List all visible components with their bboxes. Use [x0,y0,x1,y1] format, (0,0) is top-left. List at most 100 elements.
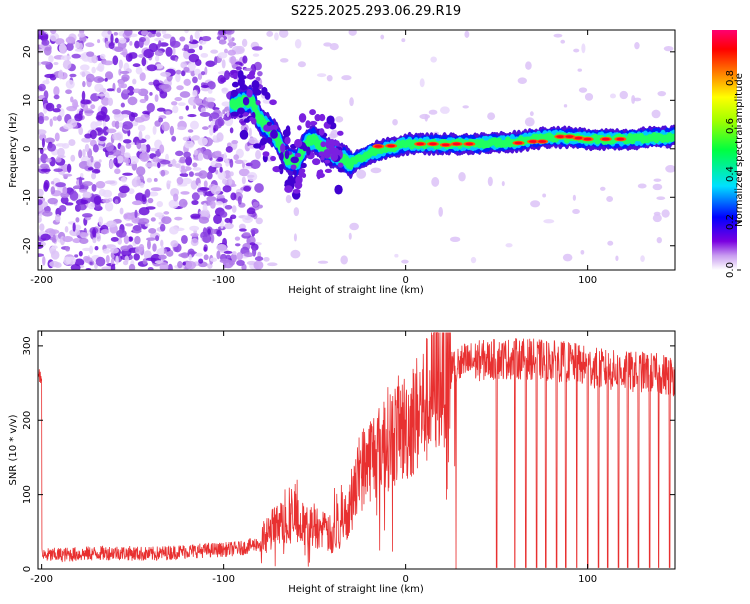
spectrogram-cell [267,262,278,267]
spectrogram-cell [191,192,200,201]
spectrogram-cell [329,42,339,51]
spectrogram-cell [349,222,359,231]
spectrogram-cell [38,188,44,197]
spectrogram-cell [217,157,224,162]
spectrogram-cell [394,253,399,258]
spectrogram-cell [247,174,255,178]
spectrogram-cell [235,66,242,71]
spectrogram-cell [82,191,92,199]
spectrogram-cell [115,255,119,265]
spectrogram-cell [114,168,121,175]
spectrogram-cell [143,250,152,260]
spectrogram-cell [87,202,96,210]
spectrogram-cell [42,210,53,217]
spectrogram-peak [428,142,437,146]
spectrogram-cell [238,168,250,177]
spectrogram-cell [113,32,118,36]
spectrogram-cell [106,88,115,92]
spectrogram-cell [101,97,110,106]
spectrogram-cell [169,226,179,235]
spectrogram-cell [52,108,61,113]
spectrogram-cell [114,37,119,44]
spectrogram-cell [190,232,199,237]
spectrogram-cell [38,157,41,165]
spectrogram-cell [118,122,123,128]
spectrogram-cell [234,236,241,241]
spectrogram-cell [224,70,231,81]
spectrogram-cell [65,246,71,252]
x-tick-label: -100 [212,574,235,585]
spectrogram-cell [125,223,134,227]
spectrogram-cell [82,148,86,158]
spectrogram-cell [126,85,135,96]
spectrogram-cell [222,116,232,121]
x-tick-label: -200 [30,574,53,585]
spectrogram-cell [487,112,496,121]
spectrogram-cell [290,156,299,164]
spectrogram-cell [141,56,147,67]
spectrogram-cell [93,76,104,84]
snr-series [38,332,675,569]
spectrogram-cell [356,169,367,179]
spectrogram-cell [105,254,110,264]
spectrogram-cell [657,91,667,97]
spectrogram-cell [198,170,208,179]
spectrogram-cell [78,126,84,136]
spectrogram-cell [255,99,261,106]
x-tick-label: 0 [402,574,408,585]
spectrogram-cell [232,72,238,80]
spectrogram-cell [85,73,95,83]
spectrogram-cell [458,172,466,182]
spectrogram-cell [203,254,209,261]
spectrogram-cell [335,116,344,123]
spectrogram-cell [140,30,149,36]
colorbar-tick-label: 0.0 [725,262,736,278]
spectrogram-cell [159,42,169,47]
spectrogram-peak [556,135,565,139]
spectrogram-cell [227,49,237,56]
spectrogram-cell [326,115,335,125]
spectrogram-cell [438,206,443,217]
spectrogram-cell [174,163,181,169]
spectrogram-cell [189,120,199,130]
spectrogram-cell [74,254,79,258]
spectrogram-cell [92,237,97,244]
spectrogram-cell [146,102,155,113]
spectrogram-cell [135,66,143,75]
spectrogram-cell [238,223,246,230]
spectrogram-cell [153,79,160,87]
spectrogram-cell [129,41,133,46]
spectrogram-cell [124,152,131,158]
spectrogram-cell [348,30,357,36]
spectrogram-cell [44,137,56,144]
spectrogram-peak [465,142,474,146]
spectrogram-cell [131,200,143,206]
spectrogram-cell [175,69,182,75]
x-tick-label: 0 [402,275,408,286]
spectrogram-cell [175,72,181,83]
spectrogram-cell [220,77,227,83]
spectrogram-cell [65,256,76,265]
spectrogram-cell [148,191,159,197]
spectrogram-cell [665,164,675,173]
spectrogram-peak [387,144,396,148]
spectrogram-cell [97,39,101,44]
spectrogram-cell [284,136,291,145]
colorbar-label: Normalized spectral amplitude [734,73,745,227]
spectrogram-cell [652,183,663,191]
spectrogram-cell [105,142,114,152]
spectrogram-cell [487,176,493,187]
spectrogram-cell [81,213,93,218]
spectrogram-cell [243,67,253,72]
spectrogram-cell [64,226,69,233]
spectrogram-cell [79,237,89,245]
y-tick-label: 20 [22,45,33,58]
spectrogram-cell [134,235,141,245]
spectrogram-cell [225,158,230,167]
spectrogram-cell [192,105,197,109]
spectrogram-cell [121,110,132,116]
spectrogram-cell [107,30,112,35]
spectrogram-cell [117,191,127,198]
spectrogram-cell [200,85,209,89]
y-tick-label: -20 [22,238,33,254]
